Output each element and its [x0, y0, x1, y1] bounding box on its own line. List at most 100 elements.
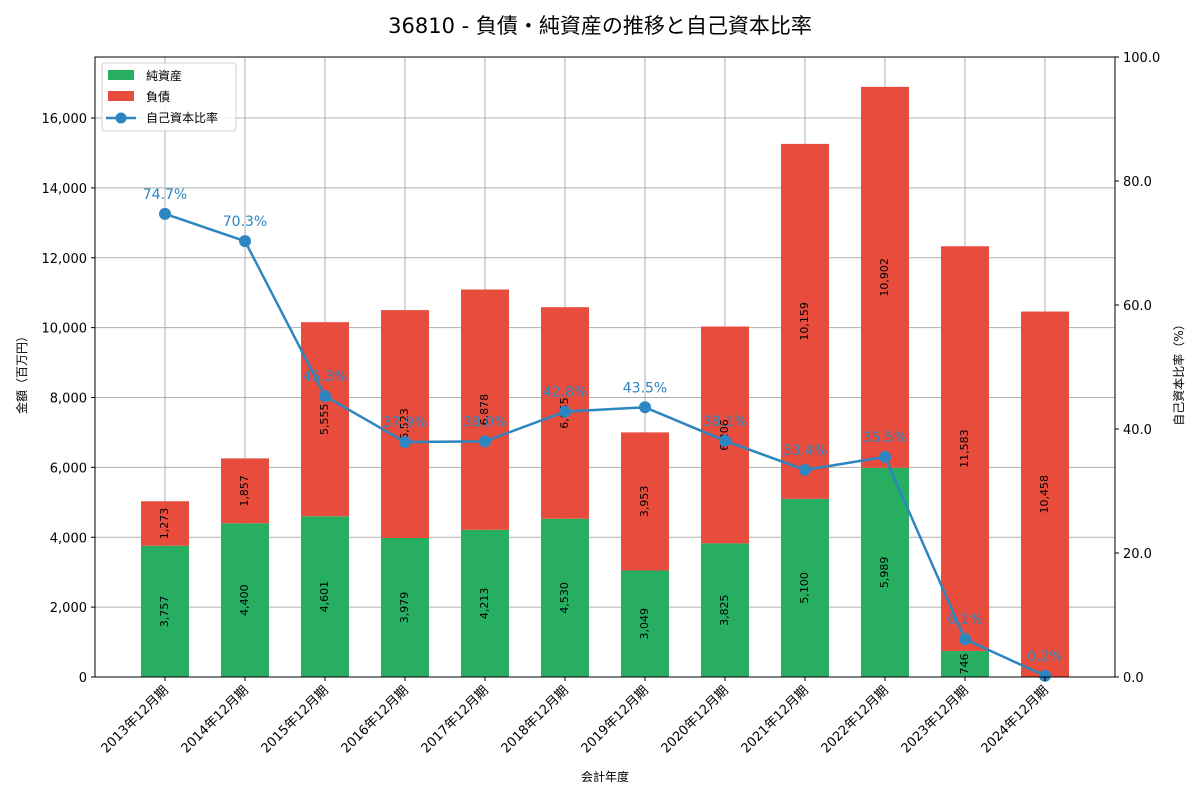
- x-tick-label: 2018年12月期: [499, 683, 572, 756]
- x-tick-label: 2021年12月期: [739, 683, 812, 756]
- bars: [141, 86, 1069, 677]
- liabilities-value-label: 10,902: [878, 258, 891, 297]
- y-tick-label: 16,000: [42, 112, 88, 127]
- ratio-value-label: 45.3%: [303, 369, 347, 385]
- x-tick-label: 2013年12月期: [99, 683, 172, 756]
- y2-tick-label: 60.0: [1123, 299, 1152, 314]
- bar-equity: [221, 523, 269, 677]
- bar-liabilities: [781, 143, 829, 499]
- ratio-marker: [479, 435, 491, 448]
- ratio-value-label: 35.5%: [863, 430, 907, 446]
- equity-value-label: 3,757: [158, 596, 171, 628]
- equity-value-label: 4,213: [478, 588, 491, 620]
- ratio-marker: [639, 401, 651, 414]
- x-axis-label: 会計年度: [581, 769, 629, 784]
- equity-value-label: 4,530: [558, 582, 571, 614]
- ratio-value-label: 33.4%: [783, 443, 827, 459]
- bar-equity: [141, 545, 189, 677]
- bar-liabilities: [221, 458, 269, 524]
- y2-tick-label: 40.0: [1123, 423, 1152, 438]
- bar-liabilities: [621, 432, 669, 571]
- x-tick-label: 2020年12月期: [659, 683, 732, 756]
- y-tick-label: 10,000: [42, 322, 88, 337]
- bar-liabilities: [141, 501, 189, 546]
- bar-equity: [621, 570, 669, 677]
- ratio-marker: [799, 463, 811, 476]
- bar-liabilities: [381, 310, 429, 538]
- x-tick-label: 2016年12月期: [339, 683, 412, 756]
- x-tick-label: 2023年12月期: [899, 683, 972, 756]
- chart-title: 36810 - 負債・純資産の推移と自己資本比率: [388, 14, 812, 38]
- bar-liabilities: [301, 322, 349, 517]
- liabilities-value-label: 10,458: [1038, 475, 1051, 514]
- ratio-value-label: 37.9%: [383, 415, 427, 431]
- liabilities-value-label: 10,159: [798, 302, 811, 341]
- bar-value-labels: 3,757 1,273 4,400 1,857 4,601 5,555 3,979 6,523…: [158, 258, 1051, 680]
- bar-equity: [781, 498, 829, 677]
- y-tick-label: 6,000: [50, 461, 87, 476]
- bar-liabilities: [861, 86, 909, 468]
- equity-ratio-line: 74.7% 70.3% 45.3% 37.9% 38.0% 42.8% 43.5% 38.1%…: [143, 187, 1063, 682]
- ratio-marker: [959, 633, 971, 646]
- bar-equity: [941, 650, 989, 677]
- liabilities-value-label: 6,878: [478, 394, 491, 426]
- liabilities-value-label: 6,523: [398, 408, 411, 440]
- legend-ratio-label: 自己資本比率: [146, 110, 218, 125]
- y-tick-label: 14,000: [42, 182, 88, 197]
- y-tick-label: 8,000: [50, 392, 87, 407]
- bar-equity: [541, 518, 589, 677]
- legend-liabilities-swatch: [108, 91, 134, 101]
- y-axis-label: 金額（百万円）: [14, 330, 29, 414]
- equity-value-label: 3,049: [638, 608, 651, 640]
- ratio-marker: [879, 450, 891, 463]
- y-tick-label: 12,000: [42, 252, 88, 267]
- ratio-marker: [719, 434, 731, 447]
- liabilities-value-label: 1,857: [238, 475, 251, 507]
- x-tick-label: 2022年12月期: [819, 683, 892, 756]
- ratio-value-label: 6.1%: [947, 612, 983, 628]
- equity-value-label: 3,825: [718, 594, 731, 626]
- ratio-value-label: 42.8%: [543, 385, 587, 401]
- ratio-value-label: 43.5%: [623, 380, 667, 396]
- x-tick-label: 2015年12月期: [259, 683, 332, 756]
- legend-equity-swatch: [108, 70, 134, 80]
- ratio-marker: [559, 405, 571, 418]
- equity-value-label: 5,100: [798, 572, 811, 604]
- x-tick-label: 2019年12月期: [579, 683, 652, 756]
- liabilities-value-label: 5,555: [318, 403, 331, 435]
- axes: 0 2,000 4,000 6,000 8,000 10,000 12,000 14,000 1…: [14, 51, 1186, 784]
- ratio-marker: [1039, 669, 1051, 682]
- legend-liabilities-label: 負債: [146, 89, 170, 104]
- x-tick-label: 2017年12月期: [419, 683, 492, 756]
- ratio-marker: [239, 235, 251, 248]
- ratio-value-label: 74.7%: [143, 187, 187, 203]
- equity-value-label: 4,601: [318, 581, 331, 613]
- ratio-value-label: 0.2%: [1027, 649, 1063, 665]
- equity-value-label: 746: [958, 653, 971, 674]
- ratio-value-label: 38.1%: [703, 414, 747, 430]
- bar-liabilities: [941, 246, 989, 651]
- equity-value-label: 4,400: [238, 584, 251, 616]
- x-tick-label: 2014年12月期: [179, 683, 252, 756]
- y-tick-label: 4,000: [50, 531, 87, 546]
- bar-equity: [381, 537, 429, 677]
- bar-liabilities: [1021, 311, 1069, 677]
- y2-tick-label: 20.0: [1123, 547, 1152, 562]
- ratio-value-label: 38.0%: [463, 414, 507, 430]
- bar-equity: [301, 516, 349, 677]
- y-tick-label: 2,000: [50, 601, 87, 616]
- liabilities-value-label: 3,953: [638, 486, 651, 518]
- legend-equity-label: 純資産: [146, 68, 182, 83]
- ratio-value-label: 70.3%: [223, 214, 267, 230]
- equity-value-label: 3,979: [398, 592, 411, 624]
- ratio-marker: [399, 436, 411, 449]
- ratio-marker: [319, 390, 331, 403]
- liabilities-value-label: 11,583: [958, 429, 971, 468]
- y2-axis-label: 自己資本比率（%）: [1171, 318, 1186, 425]
- liabilities-value-label: 1,273: [158, 508, 171, 540]
- equity-value-label: 5,989: [878, 557, 891, 589]
- y-tick-label: 0: [79, 671, 87, 686]
- bar-equity: [701, 543, 749, 677]
